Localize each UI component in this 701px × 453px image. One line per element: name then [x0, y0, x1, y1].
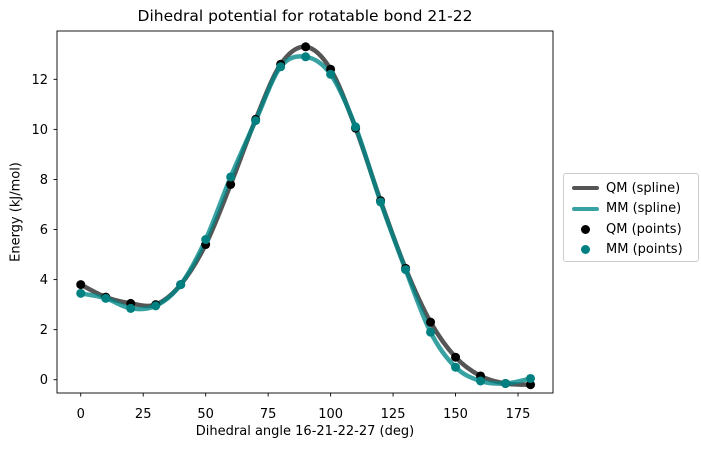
mm-points--marker: [501, 378, 511, 388]
mm-points--marker: [76, 288, 86, 298]
mm-points--marker: [226, 172, 236, 182]
y-axis-label: Energy (kJ/mol): [8, 162, 24, 262]
qm-points--marker: [76, 280, 86, 290]
legend-item: MM (spline): [572, 199, 698, 220]
mm-points--marker: [526, 373, 536, 383]
legend-item: MM (points): [572, 240, 698, 261]
legend-label: QM (points): [606, 221, 682, 237]
legend-label: MM (spline): [606, 201, 682, 217]
legend-line-swatch: [572, 186, 599, 191]
legend-label: MM (points): [606, 242, 683, 258]
legend-label: QM (spline): [606, 180, 681, 196]
x-tick-label: 125: [381, 407, 406, 422]
x-tick-label: 50: [197, 407, 214, 422]
qm-points--marker: [526, 380, 536, 390]
mm-points--marker: [401, 265, 411, 275]
mm-points--marker: [301, 52, 311, 62]
qm-points--marker: [451, 352, 461, 362]
mm-points--marker: [151, 301, 161, 311]
legend-item: QM (spline): [572, 178, 698, 199]
mm-points--marker: [276, 62, 286, 72]
mm-points--marker: [426, 327, 436, 337]
x-tick-label: 0: [77, 407, 85, 422]
y-tick-label: 4: [40, 273, 48, 288]
mm-points--marker: [126, 303, 136, 313]
mm-points--marker: [376, 197, 386, 207]
plot-border: [56, 30, 554, 394]
mm-points--marker: [101, 293, 111, 303]
legend-line-swatch: [572, 206, 599, 211]
qm-points--marker: [301, 42, 311, 52]
mm-points--marker: [251, 116, 261, 126]
x-tick-label: 175: [506, 407, 531, 422]
mm-points--marker: [451, 362, 461, 372]
mm-points--marker: [201, 235, 211, 245]
y-tick-label: 0: [40, 373, 48, 388]
y-tick-label: 2: [40, 323, 48, 338]
legend-item: QM (points): [572, 219, 698, 240]
mm-points--marker: [326, 69, 336, 79]
y-tick-label: 12: [31, 73, 48, 88]
mm-points--marker: [476, 376, 486, 386]
x-axis-label: Dihedral angle 16-21-22-27 (deg): [195, 424, 415, 439]
qm-points--marker: [426, 317, 436, 327]
qm-points--marker: [226, 179, 236, 189]
x-tick-label: 100: [318, 407, 343, 422]
x-tick-label: 25: [135, 407, 152, 422]
y-tick-label: 6: [40, 223, 48, 238]
x-tick-label: 75: [260, 407, 277, 422]
legend-dot-swatch: [581, 224, 590, 234]
mm-points--marker: [176, 280, 186, 290]
legend-dot-swatch: [581, 245, 590, 255]
legend: QM (spline) MM (spline) QM (points) MM (poi…: [563, 173, 699, 262]
mm-points--marker: [351, 122, 361, 132]
x-tick-label: 150: [443, 407, 468, 422]
y-tick-label: 8: [40, 173, 48, 188]
chart-title: Dihedral potential for rotatable bond 21…: [137, 7, 473, 25]
y-tick-label: 10: [31, 123, 48, 138]
